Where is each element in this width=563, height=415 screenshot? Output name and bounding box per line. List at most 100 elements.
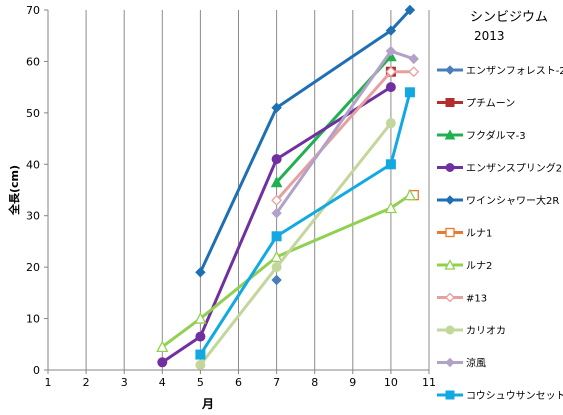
data-point xyxy=(385,82,396,93)
series-7 xyxy=(156,188,417,353)
data-point xyxy=(270,250,283,263)
chart-subtitle: 2013 xyxy=(474,29,505,43)
data-point xyxy=(404,87,415,98)
data-point xyxy=(195,331,206,342)
legend-swatch-marker xyxy=(445,227,455,238)
legend-item: 涼風 xyxy=(437,357,486,370)
y-tick-label: 70 xyxy=(26,4,40,17)
legend-item: ルナ1 xyxy=(437,228,492,240)
legend-item: カリオカ xyxy=(437,325,506,337)
series-line xyxy=(199,91,412,356)
legend-swatch-marker xyxy=(444,129,456,140)
legend-item: エンザンフォレスト-2L xyxy=(437,65,563,77)
legend-label: コウシュウサンセット xyxy=(466,390,563,402)
x-tick-label: 8 xyxy=(311,376,318,389)
y-tick-label: 50 xyxy=(26,107,40,120)
axes: 0 10 20 30 40 50 60 70 1 2 3 4 5 6 7 8 9 10 11 xyxy=(26,4,436,389)
legend-swatch-marker xyxy=(445,292,455,303)
data-point xyxy=(385,66,397,78)
x-tick-label: 10 xyxy=(384,376,398,389)
data-point xyxy=(384,201,397,214)
legend-item: コウシュウサンセット xyxy=(437,390,563,402)
data-point xyxy=(385,45,397,57)
series-8 xyxy=(271,66,420,206)
legend-swatch-marker xyxy=(445,390,455,400)
data-point xyxy=(403,188,417,201)
data-point xyxy=(271,194,283,206)
y-tick-label: 40 xyxy=(26,158,40,171)
y-axis-label: 全長(cm) xyxy=(7,165,21,216)
data-point xyxy=(195,359,206,370)
data-point xyxy=(385,159,396,170)
data-point xyxy=(271,231,282,242)
chart-title: シンビジウム xyxy=(470,10,548,25)
legend-label: カリオカ xyxy=(466,325,506,337)
data-point xyxy=(404,4,416,16)
series-11 xyxy=(195,87,415,360)
data-point xyxy=(195,349,206,360)
x-tick-label: 6 xyxy=(235,376,242,389)
series-1 xyxy=(271,274,282,286)
legend-swatch-marker xyxy=(445,357,455,368)
legend-label: ルナ1 xyxy=(466,228,492,240)
y-tick-label: 20 xyxy=(26,261,40,274)
legend-item: ワインシャワー大2R xyxy=(437,194,559,207)
legend-swatch-marker xyxy=(445,163,455,172)
series-5 xyxy=(195,4,416,278)
data-point xyxy=(156,340,169,353)
legend-label: プチムーン xyxy=(466,98,515,110)
data-point xyxy=(408,66,420,78)
x-tick-label: 11 xyxy=(422,376,436,389)
legend-label: 涼風 xyxy=(466,357,486,370)
legend-swatch-marker xyxy=(444,259,456,270)
x-tick-label: 7 xyxy=(273,376,280,389)
data-point xyxy=(271,154,282,165)
legend-item: #13 xyxy=(437,292,487,305)
series-4 xyxy=(157,82,396,368)
legend-swatch-marker xyxy=(445,325,455,335)
x-tick-label: 9 xyxy=(349,376,356,389)
data-point xyxy=(195,267,206,278)
data-series xyxy=(156,4,420,370)
x-tick-label: 4 xyxy=(159,376,166,389)
x-tick-label: 3 xyxy=(121,376,128,389)
y-tick-label: 0 xyxy=(33,364,40,377)
series-10 xyxy=(271,45,419,219)
legend-label: エンザンフォレスト-2L xyxy=(466,65,563,77)
data-point xyxy=(271,262,282,273)
x-tick-label: 5 xyxy=(197,376,204,389)
data-point xyxy=(271,274,282,286)
legend-item: フクダルマ-3 xyxy=(437,129,526,142)
legend-label: エンザンスプリング2L xyxy=(466,162,563,175)
legend-item: プチムーン xyxy=(437,98,515,110)
data-point xyxy=(157,357,168,368)
data-point xyxy=(270,176,283,188)
x-tick-label: 1 xyxy=(45,376,52,389)
y-tick-label: 60 xyxy=(26,55,40,68)
series-line xyxy=(161,85,392,364)
legend-label: ワインシャワー大2R xyxy=(466,194,559,207)
legend-swatch-marker xyxy=(445,195,455,205)
data-point xyxy=(385,118,396,129)
data-point xyxy=(194,312,207,324)
legend-swatch-marker xyxy=(445,65,455,75)
data-point xyxy=(271,207,282,219)
legend-label: #13 xyxy=(466,294,487,305)
data-point xyxy=(385,25,397,36)
series-9 xyxy=(195,118,396,370)
data-point xyxy=(271,102,282,113)
y-tick-label: 30 xyxy=(26,210,40,223)
x-tick-label: 2 xyxy=(83,376,90,389)
legend-swatch-marker xyxy=(445,98,455,107)
legend-item: エンザンスプリング2L xyxy=(437,162,563,175)
legend-item: ルナ2 xyxy=(437,259,492,272)
data-point xyxy=(408,53,419,65)
x-axis-label: 月 xyxy=(201,397,214,411)
y-tick-label: 10 xyxy=(26,313,40,326)
legend-label: ルナ2 xyxy=(466,260,492,272)
grid-lines xyxy=(85,10,430,370)
legend-label: フクダルマ-3 xyxy=(466,129,526,142)
series-line xyxy=(199,8,412,273)
